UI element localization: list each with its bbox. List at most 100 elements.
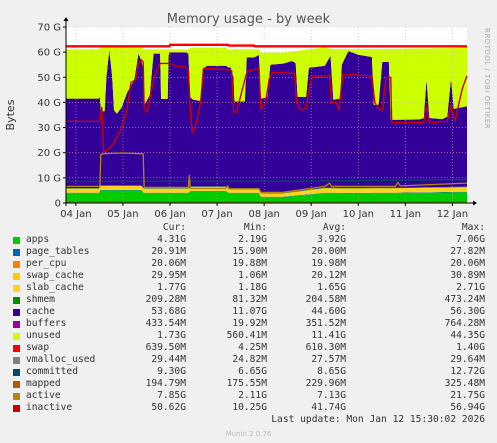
x-tick-label: 10 Jan [343, 209, 374, 220]
legend-swatch [13, 345, 20, 352]
legend-header-min: Min: [243, 222, 267, 233]
legend-series-name: mapped [26, 378, 61, 389]
x-tick-label: 11 Jan [390, 209, 421, 220]
legend-series-name: active [26, 390, 61, 401]
memory-chart: Memory usage - by week RRDTOOL / TOBI OET… [4, 12, 491, 220]
legend-value-cur: 29.44M [151, 354, 186, 365]
legend-header-max: Max: [461, 222, 485, 233]
legend-series-name: page_tables [26, 246, 90, 257]
legend-value-max: 2.71G [456, 282, 485, 293]
x-tick-label: 09 Jan [296, 209, 327, 220]
legend-row-slab-cache: slab_cache 1.77G 1.18G 1.65G 2.71G [0, 282, 497, 294]
legend-row-cache: cache 53.68G 11.07G 44.60G 56.30G [0, 306, 497, 318]
x-tick-label: 06 Jan [154, 209, 185, 220]
legend-series-name: cache [26, 306, 55, 317]
legend-value-avg: 8.65G [317, 366, 346, 377]
legend-swatch [13, 381, 20, 388]
line-active [66, 152, 468, 194]
legend-value-min: 2.19G [238, 234, 267, 245]
legend-value-cur: 7.85G [157, 390, 186, 401]
y-axis-arrow [63, 17, 69, 21]
y-tick-label: 50 G [37, 73, 61, 84]
legend-value-min: 19.88M [232, 258, 267, 269]
legend-series-name: swap [26, 342, 50, 353]
legend-series-name: committed [26, 366, 78, 377]
area-apps [66, 190, 467, 203]
legend-row-mapped: mapped 194.79M 175.55M 229.96M 325.48M [0, 378, 497, 390]
legend-header: Cur: Min: Avg: Max: [0, 222, 497, 234]
area-cache [66, 50, 467, 193]
y-tick-label: 60 G [37, 48, 61, 59]
legend-value-cur: 209.28M [145, 294, 186, 305]
legend-row-buffers: buffers 433.54M 19.92M 351.52M 764.28M [0, 318, 497, 330]
legend-header-avg: Avg: [322, 222, 346, 233]
legend-value-cur: 20.91M [151, 246, 186, 257]
y-tick-label: 0 [55, 199, 61, 210]
legend-row-inactive: inactive 50.62G 10.25G 41.74G 56.94G [0, 402, 497, 414]
legend-swatch [13, 369, 20, 376]
y-tick-label: 40 G [37, 98, 61, 109]
legend-value-max: 30.89M [450, 270, 485, 281]
legend-value-max: 29.64M [450, 354, 485, 365]
legend-header-cur: Cur: [162, 222, 186, 233]
legend-swatch [13, 285, 20, 292]
legend-value-max: 56.30G [450, 306, 485, 317]
legend-value-cur: 1.77G [157, 282, 186, 293]
legend-value-max: 21.75G [450, 390, 485, 401]
chart-title: Memory usage - by week [167, 12, 331, 27]
line-swap [66, 43, 467, 48]
legend-swatch [13, 333, 20, 340]
legend-swatch [13, 321, 20, 328]
legend-value-min: 175.55M [226, 378, 267, 389]
x-tick-label: 05 Jan [107, 209, 138, 220]
x-tick-label: 04 Jan [60, 209, 91, 220]
x-tick-label: 07 Jan [201, 209, 232, 220]
legend-swatch [13, 249, 20, 256]
legend-value-cur: 20.06M [151, 258, 186, 269]
x-tick-label: 12 Jan [437, 209, 468, 220]
legend-value-avg: 27.57M [311, 354, 346, 365]
y-axis-label: Bytes [4, 99, 17, 130]
legend-swatch [13, 393, 20, 400]
legend-row-page-tables: page_tables 20.91M 15.90M 20.00M 27.82M [0, 246, 497, 258]
legend-value-avg: 3.92G [317, 234, 346, 245]
legend-value-min: 560.41M [226, 330, 267, 341]
rrdtool-side-label: RRDTOOL / TOBI OETIKER [483, 28, 491, 129]
legend-value-avg: 41.74G [311, 402, 346, 413]
legend-value-min: 15.90M [232, 246, 267, 257]
legend-value-min: 10.25G [232, 402, 267, 413]
legend-value-max: 764.28M [444, 318, 485, 329]
legend-value-avg: 20.00M [311, 246, 346, 257]
legend-value-avg: 1.65G [317, 282, 346, 293]
legend-value-max: 325.48M [444, 378, 485, 389]
legend-value-min: 1.06M [238, 270, 267, 281]
legend-swatch [13, 309, 20, 316]
legend-value-cur: 53.68G [151, 306, 186, 317]
legend-value-min: 1.18G [238, 282, 267, 293]
legend-series-name: slab_cache [26, 282, 84, 293]
legend-table: Cur: Min: Avg: Max: apps 4.31G 2.19G 3.92G 7.06G… [0, 222, 497, 414]
legend-value-cur: 50.62G [151, 402, 186, 413]
legend-swatch [13, 405, 20, 412]
legend-value-avg: 351.52M [305, 318, 346, 329]
legend-value-min: 19.92M [232, 318, 267, 329]
y-tick-label: 30 G [37, 123, 61, 134]
line-inactive [66, 58, 468, 153]
legend-value-avg: 204.58M [305, 294, 346, 305]
legend-value-cur: 9.30G [157, 366, 186, 377]
legend-row-active: active 7.85G 2.11G 7.13G 21.75G [0, 390, 497, 402]
legend-value-avg: 229.96M [305, 378, 346, 389]
legend-swatch [13, 357, 20, 364]
legend-value-max: 7.06G [456, 234, 485, 245]
x-axis-arrow [473, 200, 477, 206]
legend-value-avg: 11.41G [311, 330, 346, 341]
legend-value-max: 44.35G [450, 330, 485, 341]
legend-value-max: 473.24M [444, 294, 485, 305]
legend-row-swap: swap 639.50M 4.25M 610.30M 1.40G [0, 342, 497, 354]
legend-value-max: 56.94G [450, 402, 485, 413]
legend-series-name: per_cpu [26, 258, 67, 269]
legend-value-min: 81.32M [232, 294, 267, 305]
legend-value-avg: 19.98M [311, 258, 346, 269]
legend-value-max: 20.06M [450, 258, 485, 269]
legend-value-avg: 44.60G [311, 306, 346, 317]
